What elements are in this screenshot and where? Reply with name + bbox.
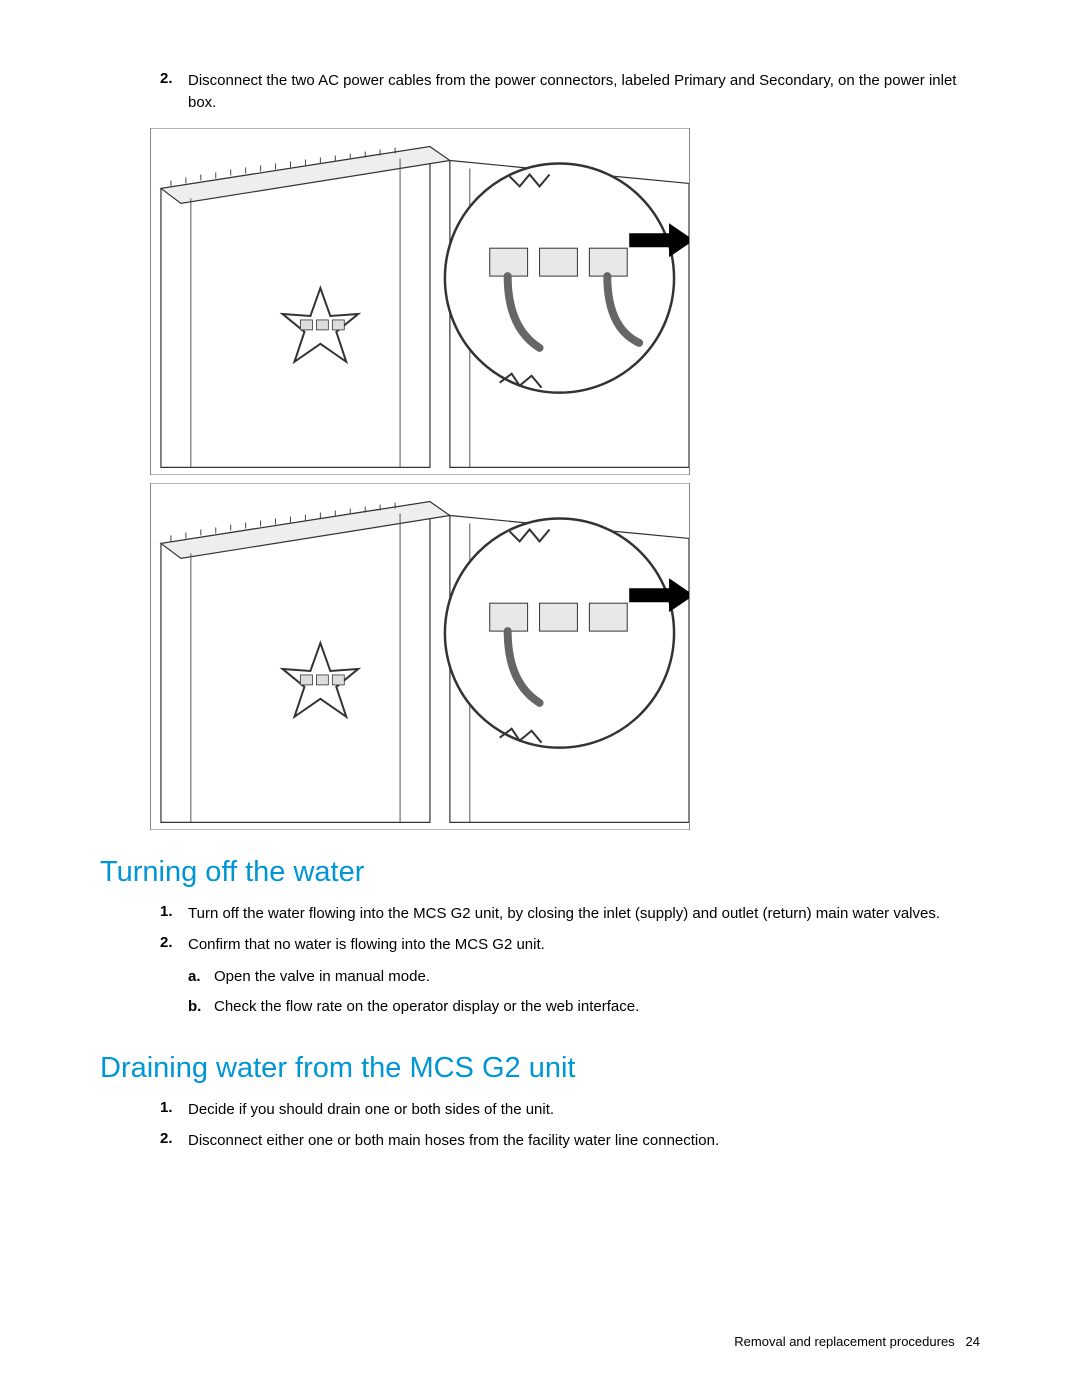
step-text: Confirm that no water is flowing into th… bbox=[188, 934, 639, 1025]
substeps: a. Open the valve in manual mode. b. Che… bbox=[188, 966, 639, 1018]
step-number: 2. bbox=[160, 70, 188, 114]
step-text: Disconnect either one or both main hoses… bbox=[188, 1130, 719, 1152]
substep-item: b. Check the flow rate on the operator d… bbox=[188, 996, 639, 1018]
step-item: 1. Decide if you should drain one or bot… bbox=[160, 1099, 980, 1121]
substep-letter: b. bbox=[188, 996, 214, 1018]
substep-item: a. Open the valve in manual mode. bbox=[188, 966, 639, 988]
substep-text: Check the flow rate on the operator disp… bbox=[214, 996, 639, 1018]
step-item: 2. Confirm that no water is flowing into… bbox=[160, 934, 980, 1025]
step-number: 1. bbox=[160, 1099, 188, 1121]
page-footer: Removal and replacement procedures 24 bbox=[734, 1334, 980, 1349]
figure-power-cables-connected bbox=[150, 128, 690, 475]
step-number: 1. bbox=[160, 903, 188, 925]
footer-section-label: Removal and replacement procedures bbox=[734, 1334, 954, 1349]
heading-draining-water: Draining water from the MCS G2 unit bbox=[100, 1052, 980, 1085]
step-item: 2. Disconnect either one or both main ho… bbox=[160, 1130, 980, 1152]
steps-draining-water: 1. Decide if you should drain one or bot… bbox=[160, 1099, 980, 1153]
step-number: 2. bbox=[160, 934, 188, 1025]
step-text: Disconnect the two AC power cables from … bbox=[188, 70, 980, 114]
heading-turning-off-water: Turning off the water bbox=[100, 856, 980, 889]
step-text: Turn off the water flowing into the MCS … bbox=[188, 903, 940, 925]
step-text-inner: Confirm that no water is flowing into th… bbox=[188, 936, 545, 953]
substep-text: Open the valve in manual mode. bbox=[214, 966, 430, 988]
cabinet-illustration-2 bbox=[151, 483, 689, 830]
step-item: 1. Turn off the water flowing into the M… bbox=[160, 903, 980, 925]
figure-power-cables-one-removed bbox=[150, 483, 690, 830]
substep-letter: a. bbox=[188, 966, 214, 988]
step-item: 2. Disconnect the two AC power cables fr… bbox=[160, 70, 980, 114]
step-number: 2. bbox=[160, 1130, 188, 1152]
footer-page-number: 24 bbox=[966, 1334, 980, 1349]
cabinet-illustration-1 bbox=[151, 128, 689, 475]
step-text: Decide if you should drain one or both s… bbox=[188, 1099, 554, 1121]
steps-turning-off-water: 1. Turn off the water flowing into the M… bbox=[160, 903, 980, 1026]
